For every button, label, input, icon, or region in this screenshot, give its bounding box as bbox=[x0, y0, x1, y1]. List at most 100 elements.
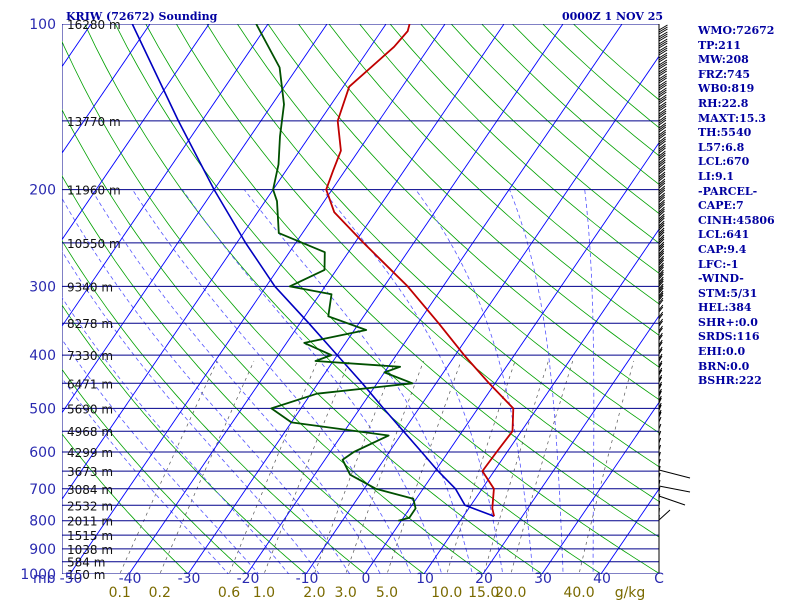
pressure-tick-label: 300 bbox=[29, 279, 56, 295]
isotherm-line bbox=[62, 24, 210, 241]
wind-barb bbox=[658, 224, 665, 231]
wind-barb bbox=[658, 164, 666, 171]
wind-barb bbox=[658, 87, 667, 94]
wind-barb bbox=[658, 325, 663, 332]
parcel-trace-line bbox=[131, 24, 495, 517]
wind-barb bbox=[658, 180, 666, 187]
wind-barb bbox=[658, 105, 667, 112]
wind-barb bbox=[658, 269, 664, 276]
wind-barb bbox=[658, 133, 667, 140]
wind-barb bbox=[658, 145, 666, 152]
wind-barb bbox=[658, 320, 664, 327]
height-label: 11960 m bbox=[67, 184, 121, 198]
wind-barb bbox=[658, 458, 661, 465]
wind-barb bbox=[658, 500, 661, 507]
wind-barb bbox=[658, 54, 668, 61]
wind-barb bbox=[658, 327, 663, 334]
wind-barb bbox=[658, 241, 665, 248]
wind-barb bbox=[658, 318, 664, 325]
wind-barb bbox=[658, 402, 662, 409]
wind-barb bbox=[658, 437, 662, 444]
dry-adiabat-line bbox=[62, 40, 543, 574]
mixing-ratio-line bbox=[119, 360, 218, 574]
wind-barb bbox=[658, 84, 667, 91]
wind-barb bbox=[658, 472, 661, 479]
height-label: 16280 m bbox=[67, 18, 121, 32]
temperature-trace-line bbox=[325, 24, 515, 517]
dry-adiabat-line bbox=[62, 368, 248, 574]
wind-barb bbox=[658, 91, 667, 98]
wind-barb bbox=[658, 238, 665, 245]
temperature-tick-label: -30 bbox=[178, 571, 201, 587]
wind-barb bbox=[658, 404, 662, 411]
mixing-ratio-line bbox=[386, 360, 462, 574]
isotherm-line bbox=[62, 24, 151, 154]
wind-barb bbox=[658, 271, 664, 278]
wind-barb bbox=[658, 259, 665, 266]
wind-barb bbox=[658, 157, 666, 164]
index-line: LCL:641 bbox=[698, 228, 750, 242]
dry-adiabat-line bbox=[145, 24, 659, 538]
temperature-tick-label: -10 bbox=[296, 571, 319, 587]
height-label: 2011 m bbox=[67, 515, 113, 529]
index-line: EHI:0.0 bbox=[698, 345, 746, 359]
wind-barb bbox=[658, 131, 667, 138]
wind-barb bbox=[658, 31, 668, 38]
wind-barb bbox=[658, 206, 665, 213]
index-line: STM:5/31 bbox=[698, 286, 758, 300]
wind-barb bbox=[658, 395, 662, 402]
wind-barb bbox=[658, 381, 662, 388]
wind-barb bbox=[658, 262, 664, 269]
wind-barb bbox=[658, 451, 661, 458]
wind-barb bbox=[658, 103, 667, 110]
wind-barb bbox=[658, 486, 661, 493]
moist-adiabat-line bbox=[91, 189, 381, 574]
pressure-tick-label: 500 bbox=[29, 401, 56, 417]
wind-barb bbox=[658, 294, 664, 301]
wind-barb bbox=[658, 423, 662, 430]
index-line: -WIND- bbox=[698, 272, 744, 286]
wind-barb bbox=[658, 210, 665, 217]
temperature-tick-label: 20 bbox=[475, 571, 493, 587]
index-line: CINH:45806 bbox=[698, 213, 775, 227]
mixing-ratio-label: 20.0 bbox=[495, 585, 526, 600]
wind-barb bbox=[658, 255, 665, 262]
mixing-ratio-line bbox=[446, 360, 516, 574]
wind-barb bbox=[658, 26, 668, 33]
pressure-tick-label: 200 bbox=[29, 183, 56, 199]
isotherm-line bbox=[364, 142, 659, 574]
wind-barb bbox=[658, 66, 668, 73]
wind-barb bbox=[658, 73, 667, 80]
wind-barb bbox=[658, 154, 666, 161]
isotherm-line bbox=[246, 24, 623, 574]
dry-adiabat-line bbox=[359, 24, 659, 305]
wind-barb bbox=[658, 178, 666, 185]
wind-barb bbox=[658, 182, 666, 189]
station-title: KRIW (72672) Sounding bbox=[66, 10, 218, 23]
height-label: 5690 m bbox=[67, 402, 113, 416]
moist-adiabat-line bbox=[62, 197, 351, 574]
pressure-tick-label: 600 bbox=[29, 445, 56, 461]
dry-adiabat-line bbox=[298, 24, 659, 368]
index-line: LFC:-1 bbox=[698, 257, 739, 271]
wind-barb bbox=[658, 388, 662, 395]
wind-barb bbox=[658, 231, 665, 238]
wind-barb bbox=[658, 234, 665, 241]
isotherm-line bbox=[187, 24, 564, 574]
dry-adiabat-line bbox=[84, 24, 602, 574]
wind-barb bbox=[658, 411, 662, 418]
wind-barb bbox=[658, 187, 666, 194]
wind-barb bbox=[658, 189, 666, 196]
isotherm-line bbox=[62, 24, 328, 414]
pressure-tick-label: 100 bbox=[29, 17, 56, 33]
wind-barb bbox=[658, 124, 667, 131]
dry-adiabat-line bbox=[114, 24, 659, 574]
wind-barb bbox=[658, 24, 668, 31]
wind-barb bbox=[658, 376, 663, 383]
wind-barb bbox=[658, 285, 664, 292]
wind-barb bbox=[658, 283, 664, 290]
wind-barb bbox=[658, 117, 667, 124]
wind-barb bbox=[658, 59, 668, 66]
wind-barb bbox=[658, 38, 668, 45]
